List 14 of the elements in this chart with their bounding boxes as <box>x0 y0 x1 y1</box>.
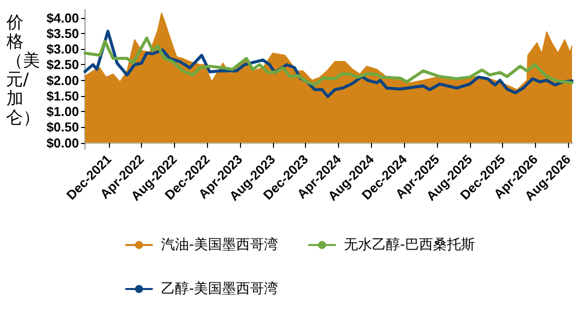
y-tick-label: $1.50 <box>46 88 79 104</box>
y-tick-label: $3.50 <box>46 26 79 41</box>
y-axis-title: 价格（美元/加仑） <box>6 13 40 128</box>
y-tick-label: $0.50 <box>46 120 79 135</box>
y-tick-label: $1.00 <box>46 104 79 120</box>
y-tick-label: $2.00 <box>46 72 79 88</box>
y-tick-label: $4.00 <box>46 10 79 26</box>
y-tick-label: $2.50 <box>46 57 79 72</box>
legend-label: 乙醇-美国墨西哥湾 <box>161 281 278 297</box>
legend-label: 无水乙醇-巴西桑托斯 <box>344 237 476 253</box>
y-tick-label: $0.00 <box>46 135 79 150</box>
line-series <box>84 36 574 86</box>
legend-label: 汽油-美国墨西哥湾 <box>161 237 278 253</box>
y-tick-label: $3.00 <box>46 42 79 57</box>
